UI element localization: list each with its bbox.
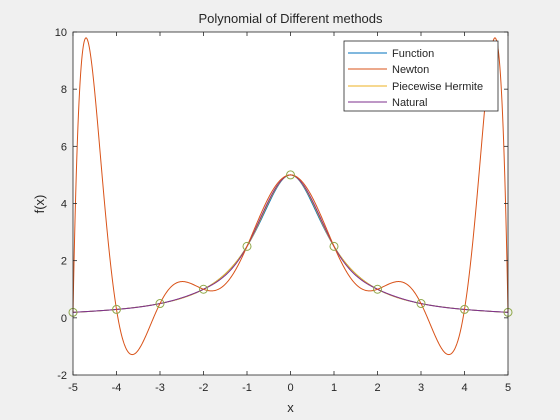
x-tick-label: 4 [461, 382, 467, 394]
y-tick-label: 8 [61, 84, 67, 96]
y-tick-label: 2 [61, 256, 67, 268]
node-marker [242, 241, 252, 251]
node-marker [199, 284, 208, 294]
node-marker [460, 304, 469, 314]
y-tick-label: 0 [61, 313, 67, 325]
y-tick-label: 6 [61, 141, 67, 153]
x-axis: -5 -4 -3 -2 -1 0 1 2 3 4 5 [68, 32, 511, 394]
x-tick-label: 0 [287, 382, 293, 394]
x-tick-label: 3 [418, 382, 424, 394]
series-line-newton [72, 37, 509, 356]
y-tick-label: -2 [57, 370, 67, 382]
y-tick-label: 10 [55, 27, 67, 39]
x-tick-label: 1 [331, 382, 337, 394]
x-tick-label: -1 [242, 382, 252, 394]
x-tick-label: -2 [199, 382, 209, 394]
legend-label-natural: Natural [392, 97, 427, 109]
node-markers [68, 170, 513, 317]
legend-label-function: Function [392, 48, 434, 60]
curves-layer [72, 37, 509, 356]
x-tick-label: 5 [505, 382, 511, 394]
node-marker [329, 241, 339, 251]
chart-title: Polynomial of Different methods [198, 11, 383, 26]
x-tick-label: 2 [374, 382, 380, 394]
node-marker [373, 284, 382, 294]
x-axis-label: x [287, 400, 294, 415]
x-tick-label: -5 [68, 382, 78, 394]
legend-label-piecewise-hermite: Piecewise Hermite [392, 81, 483, 93]
y-axis-label: f(x) [32, 195, 47, 214]
y-axis: -2 0 2 4 6 8 10 [55, 27, 508, 382]
node-marker [155, 299, 165, 309]
node-marker [112, 304, 121, 314]
node-marker [416, 299, 426, 309]
legend-label-newton: Newton [392, 64, 429, 76]
legend: Function Newton Piecewise Hermite Natura… [343, 40, 499, 112]
x-tick-label: -4 [112, 382, 122, 394]
y-tick-label: 4 [61, 199, 67, 211]
node-marker [286, 170, 295, 180]
x-tick-label: -3 [155, 382, 165, 394]
